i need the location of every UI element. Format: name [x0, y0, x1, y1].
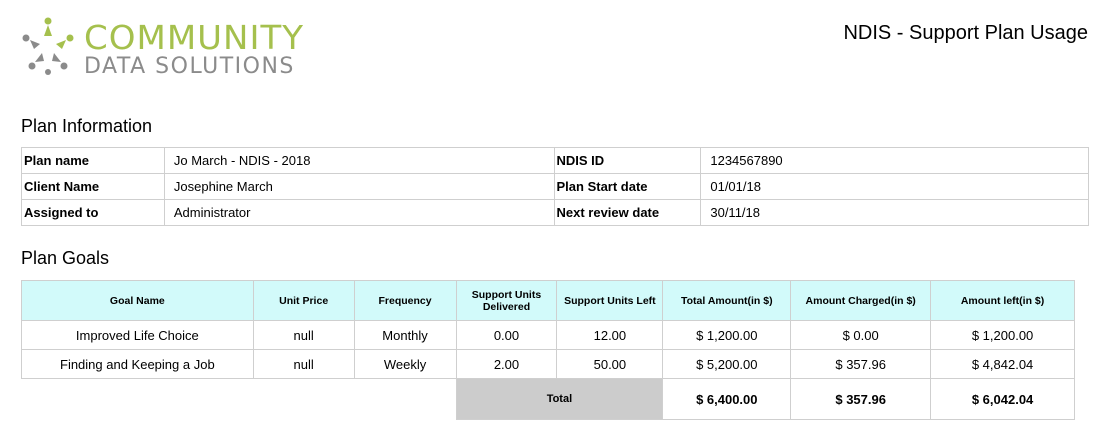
- column-header-units-delivered: Support Units Delivered: [455, 280, 558, 321]
- plan-information-table: Plan name Jo March - NDIS - 2018 NDIS ID…: [21, 147, 1089, 226]
- total-row: Total $ 6,400.00 $ 357.96 $ 6,042.04: [22, 378, 1075, 420]
- table-row: Assigned to Administrator Next review da…: [21, 199, 1089, 226]
- people-circle-icon: [22, 17, 74, 75]
- plan-information-heading: Plan Information: [21, 116, 153, 136]
- client-name-value: Josephine March: [163, 173, 555, 200]
- column-header-frequency: Frequency: [353, 280, 457, 321]
- plan-name-value: Jo March - NDIS - 2018: [163, 147, 555, 174]
- table-header-row: Goal Name Unit Price Frequency Support U…: [21, 280, 1075, 321]
- next-review-date-label: Next review date: [553, 199, 702, 226]
- assigned-to-value: Administrator: [163, 199, 555, 226]
- assigned-to-label: Assigned to: [21, 199, 165, 226]
- total-label: Total: [455, 378, 664, 420]
- table-row: Finding and Keeping a Job null Weekly 2.…: [21, 349, 1075, 379]
- table-row: Plan name Jo March - NDIS - 2018 NDIS ID…: [21, 147, 1089, 174]
- table-row: Improved Life Choice null Monthly 0.00 1…: [21, 320, 1075, 350]
- amount-left-sum: $ 6,042.04: [930, 378, 1075, 420]
- plan-name-label: Plan name: [21, 147, 165, 174]
- blank-cell: [253, 379, 354, 420]
- units-left-cell: 12.00: [556, 320, 664, 350]
- logo-text-data-solutions: DATA SOLUTIONS: [84, 54, 295, 79]
- goal-name-cell: Finding and Keeping a Job: [21, 349, 254, 379]
- amount-charged-sum: $ 357.96: [790, 378, 932, 420]
- table-row: Client Name Josephine March Plan Start d…: [21, 173, 1089, 200]
- plan-start-date-value: 01/01/18: [700, 173, 1089, 200]
- logo-text-community: COMMUNITY: [84, 18, 305, 58]
- column-header-amount-left: Amount left(in $): [930, 280, 1075, 321]
- units-delivered-cell: 2.00: [455, 349, 558, 379]
- total-amount-sum: $ 6,400.00: [662, 378, 792, 420]
- company-logo: COMMUNITY DATA SOLUTIONS: [18, 16, 318, 80]
- amount-left-cell: $ 1,200.00: [930, 320, 1075, 350]
- unit-price-cell: null: [252, 320, 355, 350]
- unit-price-cell: null: [252, 349, 355, 379]
- units-left-cell: 50.00: [556, 349, 664, 379]
- next-review-date-value: 30/11/18: [700, 199, 1089, 226]
- ndis-id-value: 1234567890: [700, 147, 1089, 174]
- frequency-cell: Weekly: [353, 349, 457, 379]
- total-amount-cell: $ 5,200.00: [662, 349, 792, 379]
- plan-start-date-label: Plan Start date: [553, 173, 702, 200]
- ndis-id-label: NDIS ID: [553, 147, 702, 174]
- units-delivered-cell: 0.00: [455, 320, 558, 350]
- amount-charged-cell: $ 0.00: [790, 320, 932, 350]
- column-header-total-amount: Total Amount(in $): [662, 280, 792, 321]
- plan-goals-heading: Plan Goals: [21, 248, 110, 268]
- blank-cell: [354, 379, 456, 420]
- column-header-amount-charged: Amount Charged(in $): [790, 280, 932, 321]
- column-header-units-left: Support Units Left: [556, 280, 664, 321]
- column-header-goal-name: Goal Name: [21, 280, 254, 321]
- amount-charged-cell: $ 357.96: [790, 349, 932, 379]
- client-name-label: Client Name: [21, 173, 165, 200]
- frequency-cell: Monthly: [353, 320, 457, 350]
- report-title: NDIS - Support Plan Usage: [843, 22, 1088, 44]
- total-amount-cell: $ 1,200.00: [662, 320, 792, 350]
- column-header-unit-price: Unit Price: [252, 280, 355, 321]
- amount-left-cell: $ 4,842.04: [930, 349, 1075, 379]
- plan-goals-table: Goal Name Unit Price Frequency Support U…: [21, 280, 1075, 420]
- goal-name-cell: Improved Life Choice: [21, 320, 254, 350]
- blank-cell: [22, 379, 254, 420]
